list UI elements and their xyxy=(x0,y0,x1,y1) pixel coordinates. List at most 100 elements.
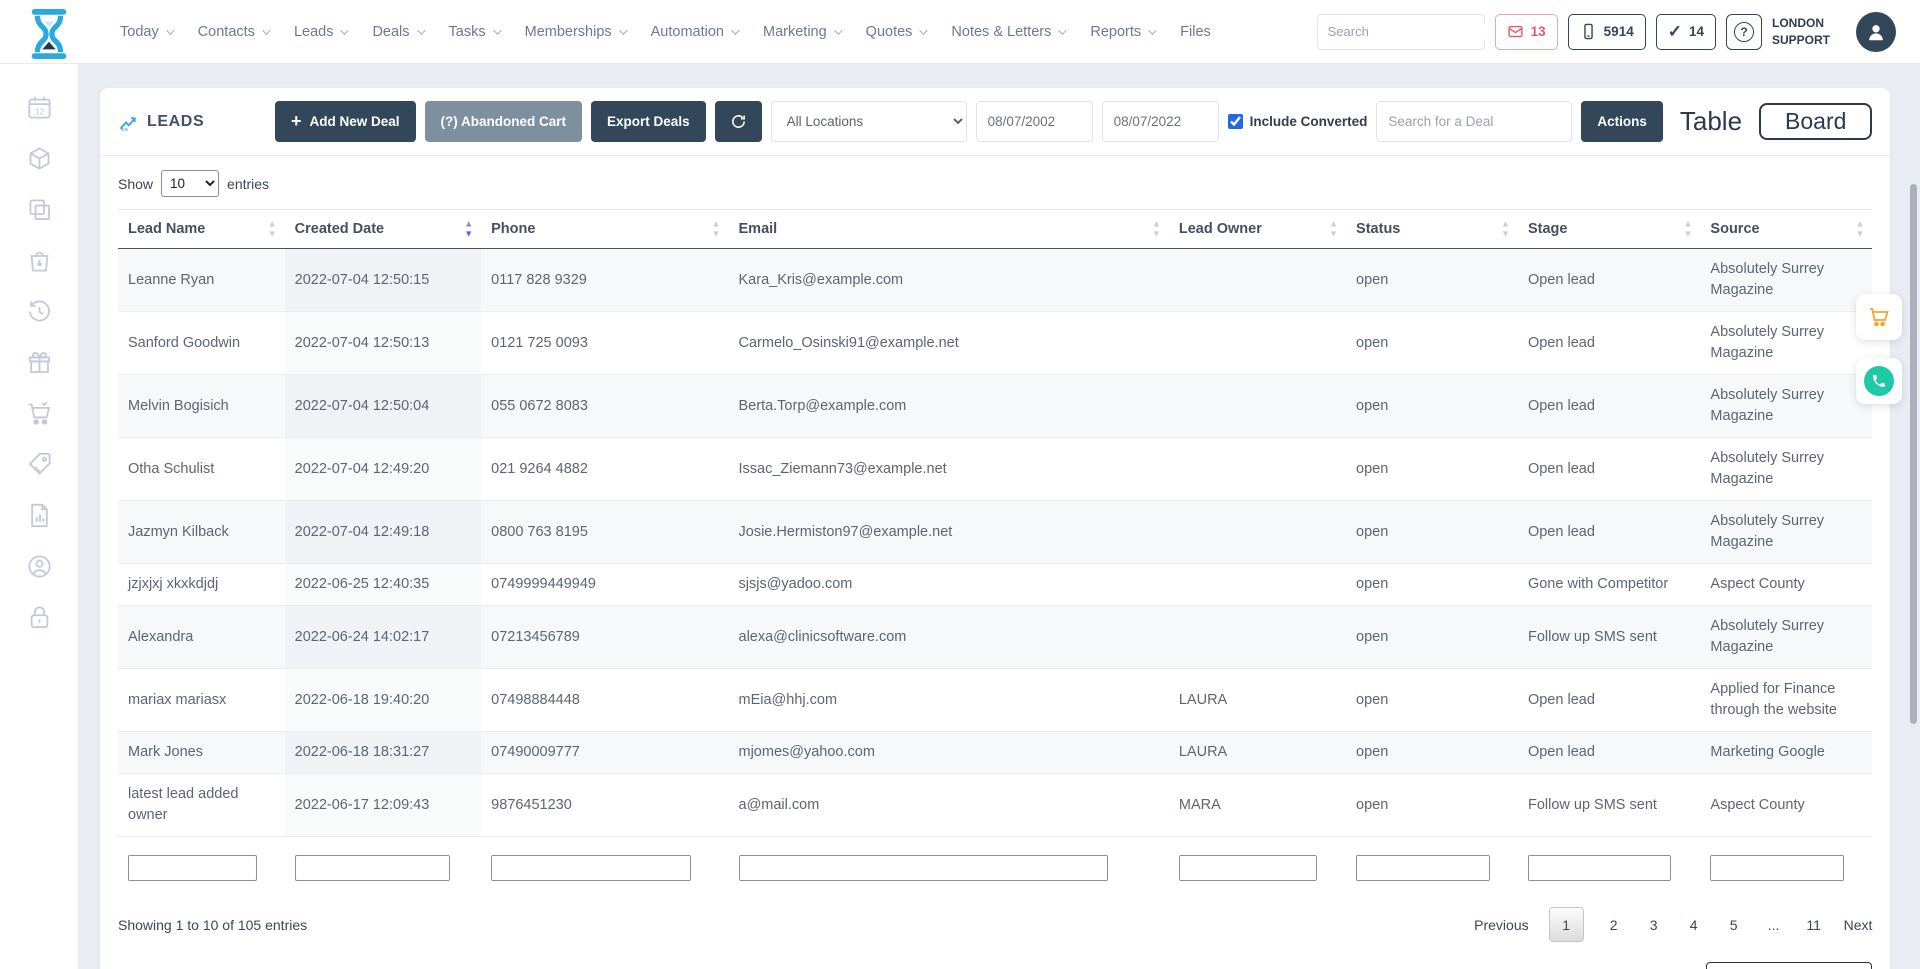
table-row[interactable]: mariax mariasx 2022-06-18 19:40:20 07498… xyxy=(118,668,1873,733)
calendar-icon[interactable]: 12 xyxy=(26,94,53,121)
lock-icon[interactable] xyxy=(26,604,53,631)
table-header-row: Lead Name ▲ ▼ Created Date ▲ ▼ Phone ▲ ▼ Em… xyxy=(118,209,1873,249)
column-header[interactable]: Phone ▲ ▼ xyxy=(481,209,729,249)
nav-item[interactable]: Notes & Letters xyxy=(951,24,1068,40)
deal-search-input[interactable] xyxy=(1376,101,1573,142)
column-header[interactable]: Status ▲ ▼ xyxy=(1346,209,1518,249)
table-row[interactable]: Mark Jones 2022-06-18 18:31:27 074900097… xyxy=(118,731,1873,775)
history-icon[interactable] xyxy=(26,298,53,325)
table-row[interactable]: Alexandra 2022-06-24 14:02:17 0721345678… xyxy=(118,605,1873,670)
copy-icon[interactable] xyxy=(26,196,53,223)
nav-item[interactable]: Leads xyxy=(294,24,350,40)
add-new-deal-button[interactable]: + Add New Deal xyxy=(275,101,416,142)
column-filter-input[interactable] xyxy=(1178,855,1318,882)
nav-item[interactable]: Marketing xyxy=(763,24,843,40)
pagination-page[interactable]: 3 xyxy=(1649,916,1658,933)
messages-badge[interactable]: 13 xyxy=(1494,13,1558,50)
chevron-down-icon xyxy=(1058,25,1068,35)
app-logo-icon[interactable] xyxy=(28,8,70,59)
table-row[interactable]: Sanford Goodwin 2022-07-04 12:50:13 0121… xyxy=(118,311,1873,376)
avatar[interactable] xyxy=(1856,11,1896,52)
help-button[interactable]: ? xyxy=(1726,13,1762,50)
tasks-badge[interactable]: ✓ 14 xyxy=(1655,13,1716,50)
column-header[interactable]: Lead Owner ▲ ▼ xyxy=(1168,209,1347,249)
column-filter-input[interactable] xyxy=(491,855,692,882)
floating-cart-widget[interactable] xyxy=(1856,294,1902,340)
calls-badge[interactable]: 5914 xyxy=(1567,13,1646,50)
pagination-page[interactable]: 1 xyxy=(1548,907,1584,943)
report-icon[interactable] xyxy=(26,502,53,529)
cell-source: Applied for Finance through the website xyxy=(1700,668,1873,733)
user-circle-icon[interactable] xyxy=(26,553,53,580)
cell-lead-name: Leanne Ryan xyxy=(118,248,285,313)
table-row[interactable]: Jazmyn Kilback 2022-07-04 12:49:18 0800 … xyxy=(118,500,1873,565)
table-row[interactable]: jzjxjxj xkxkdjdj 2022-06-25 12:40:35 074… xyxy=(118,563,1873,607)
column-header[interactable]: Lead Name ▲ ▼ xyxy=(118,209,285,249)
column-header[interactable]: Stage ▲ ▼ xyxy=(1517,209,1701,249)
chart-period-select[interactable]: Month xyxy=(1706,962,1873,969)
refresh-button[interactable] xyxy=(714,101,762,142)
include-converted-toggle[interactable]: Include Converted xyxy=(1227,114,1367,129)
table-row[interactable]: Otha Schulist 2022-07-04 12:49:20 021 92… xyxy=(118,437,1873,502)
nav-item[interactable]: Automation xyxy=(651,24,740,40)
cell-source: Aspect County xyxy=(1700,563,1873,607)
gift-icon[interactable] xyxy=(26,349,53,376)
nav-item[interactable]: Contacts xyxy=(198,24,271,40)
column-header[interactable]: Email ▲ ▼ xyxy=(728,209,1169,249)
pagination-page[interactable]: 5 xyxy=(1729,916,1738,933)
floating-phone-widget[interactable] xyxy=(1856,358,1902,404)
cell-stage: Open lead xyxy=(1517,668,1701,733)
mobile-phone-icon xyxy=(1583,23,1593,40)
pagination-page[interactable]: ... xyxy=(1767,916,1780,933)
column-filter-input[interactable] xyxy=(128,855,258,882)
nav-item[interactable]: Today xyxy=(120,24,175,40)
table-row[interactable]: Leanne Ryan 2022-07-04 12:50:15 0117 828… xyxy=(118,248,1873,313)
view-toggle-board[interactable]: Board xyxy=(1759,103,1873,140)
nav-item[interactable]: Quotes xyxy=(866,24,929,40)
location-select[interactable]: All Locations xyxy=(770,101,967,142)
view-toggle-table[interactable]: Table xyxy=(1679,106,1743,136)
sort-icon: ▲ ▼ xyxy=(267,218,277,239)
nav-item[interactable]: Memberships xyxy=(525,24,628,40)
table-row[interactable]: latest lead added owner 2022-06-17 12:09… xyxy=(118,773,1873,838)
table-row[interactable]: Melvin Bogisich 2022-07-04 12:50:04 055 … xyxy=(118,374,1873,439)
column-header[interactable]: Created Date ▲ ▼ xyxy=(284,209,482,249)
nav-item[interactable]: Tasks xyxy=(449,24,502,40)
page-size-select[interactable]: 10 xyxy=(161,170,220,197)
global-search[interactable] xyxy=(1316,13,1504,50)
column-filter-input[interactable] xyxy=(294,855,450,882)
actions-button[interactable]: Actions xyxy=(1581,101,1663,142)
column-filter-input[interactable] xyxy=(1710,855,1845,882)
cell-phone: 021 9264 4882 xyxy=(481,437,729,502)
column-filter-input[interactable] xyxy=(1356,855,1490,882)
pagination-page[interactable]: 4 xyxy=(1689,916,1698,933)
cell-status: open xyxy=(1346,563,1518,607)
date-from-input[interactable] xyxy=(975,101,1093,142)
cell-created-date: 2022-06-25 12:40:35 xyxy=(284,563,482,607)
cart-icon[interactable] xyxy=(26,400,53,427)
abandoned-cart-button[interactable]: (?) Abandoned Cart xyxy=(424,101,583,142)
export-deals-button[interactable]: Export Deals xyxy=(591,101,706,142)
tag-icon[interactable] xyxy=(26,451,53,478)
pagination-next[interactable]: Next xyxy=(1843,916,1873,933)
pagination-previous[interactable]: Previous xyxy=(1474,916,1529,933)
nav-item[interactable]: Reports xyxy=(1090,24,1157,40)
column-header[interactable]: Source ▲ ▼ xyxy=(1700,209,1873,249)
column-filter-input[interactable] xyxy=(1527,855,1671,882)
search-input[interactable] xyxy=(1327,24,1504,39)
cell-lead-owner xyxy=(1168,437,1347,502)
pagination-page[interactable]: 11 xyxy=(1806,916,1821,933)
cell-status: open xyxy=(1346,668,1518,733)
vertical-scrollbar[interactable] xyxy=(1910,184,1917,724)
column-filter-row xyxy=(118,837,1872,882)
shopping-bag-icon[interactable] xyxy=(26,247,53,274)
package-icon[interactable] xyxy=(26,145,53,172)
date-to-input[interactable] xyxy=(1101,101,1219,142)
include-converted-checkbox[interactable] xyxy=(1227,114,1243,129)
main-area: LEADS + Add New Deal (?) Abandoned Cart … xyxy=(78,64,1920,969)
nav-item[interactable]: Files xyxy=(1180,23,1211,40)
pagination-page[interactable]: 2 xyxy=(1609,916,1618,933)
chevron-down-icon xyxy=(262,25,271,35)
column-filter-input[interactable] xyxy=(738,855,1109,882)
nav-item[interactable]: Deals xyxy=(372,24,426,40)
